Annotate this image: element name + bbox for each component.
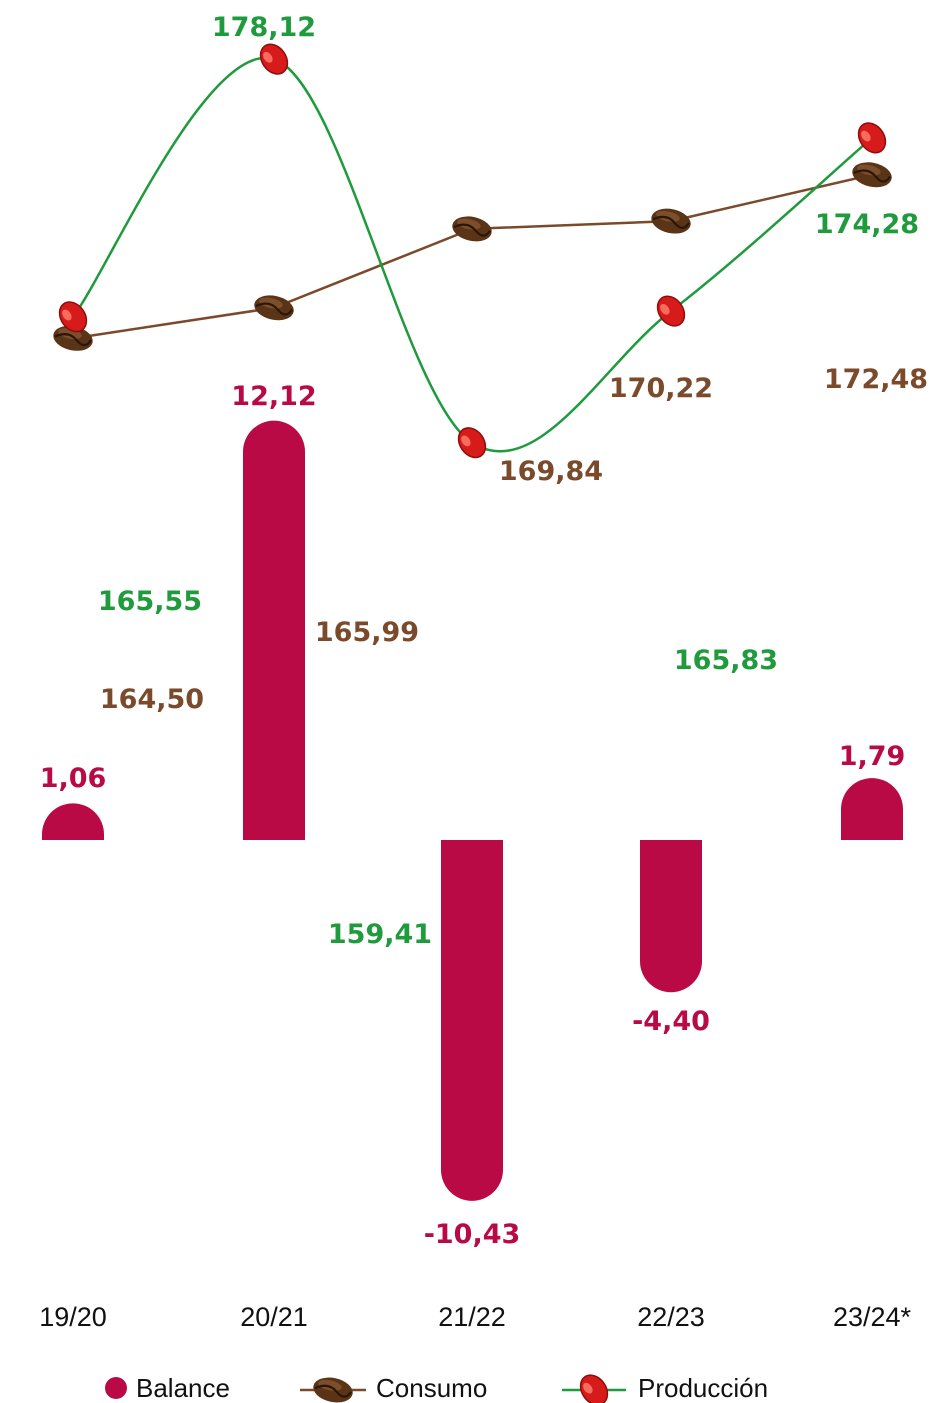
coffee-cherry-icon xyxy=(579,1374,609,1403)
consumo-label: 170,22 xyxy=(609,373,713,404)
consumo-marker xyxy=(452,216,492,242)
consumo-label: 164,50 xyxy=(100,684,204,715)
line-markers xyxy=(53,43,892,459)
x-tick-label: 21/22 xyxy=(438,1302,506,1332)
produccion-marker xyxy=(857,122,887,154)
consumo-line xyxy=(72,173,873,340)
x-tick-label: 19/20 xyxy=(39,1302,107,1332)
balance-legend-icon xyxy=(105,1377,127,1399)
balance-bar xyxy=(441,840,503,1201)
balance-label: -10,43 xyxy=(424,1219,521,1250)
x-tick-label: 23/24* xyxy=(833,1302,912,1332)
balance-legend-label: Balance xyxy=(136,1373,230,1403)
produccion-label: 159,41 xyxy=(328,919,432,950)
produccion-marker xyxy=(457,427,487,459)
balance-label: 1,06 xyxy=(40,763,107,794)
x-tick-label: 20/21 xyxy=(240,1302,308,1332)
consumo-label: 165,99 xyxy=(315,617,419,648)
produccion-marker xyxy=(656,295,686,327)
balance-bar xyxy=(42,803,104,840)
balance-bar xyxy=(640,840,702,993)
balance-bar xyxy=(841,778,903,840)
data-labels: 1,06 12,12 -10,43 -4,40 1,79 164,50 165,99 169,… xyxy=(40,12,928,1250)
consumo-marker xyxy=(254,295,294,321)
line-series xyxy=(72,56,873,453)
consumo-legend-label: Consumo xyxy=(376,1373,487,1403)
produccion-marker xyxy=(259,43,289,75)
produccion-line xyxy=(72,56,873,453)
consumo-marker xyxy=(651,208,691,234)
produccion-label: 174,28 xyxy=(815,209,919,240)
consumo-label: 169,84 xyxy=(499,456,603,487)
balance-label: 12,12 xyxy=(231,381,316,412)
produccion-marker xyxy=(58,301,88,333)
balance-bar xyxy=(243,420,305,840)
consumo-marker xyxy=(852,162,892,188)
balance-label: -4,40 xyxy=(632,1006,710,1037)
consumo-label: 172,48 xyxy=(824,364,928,395)
coffee-bean-icon xyxy=(313,1377,353,1403)
legend: Balance Consumo Producción xyxy=(105,1373,768,1403)
produccion-label: 165,83 xyxy=(674,645,778,676)
x-tick-label: 22/23 xyxy=(637,1302,705,1332)
x-axis-ticks: 19/20 20/21 21/22 22/23 23/24* xyxy=(39,1302,911,1332)
balance-label: 1,79 xyxy=(839,741,906,772)
produccion-label: 165,55 xyxy=(98,586,202,617)
balance-bars xyxy=(42,420,903,1201)
produccion-legend-label: Producción xyxy=(638,1373,768,1403)
produccion-label: 178,12 xyxy=(212,12,316,43)
